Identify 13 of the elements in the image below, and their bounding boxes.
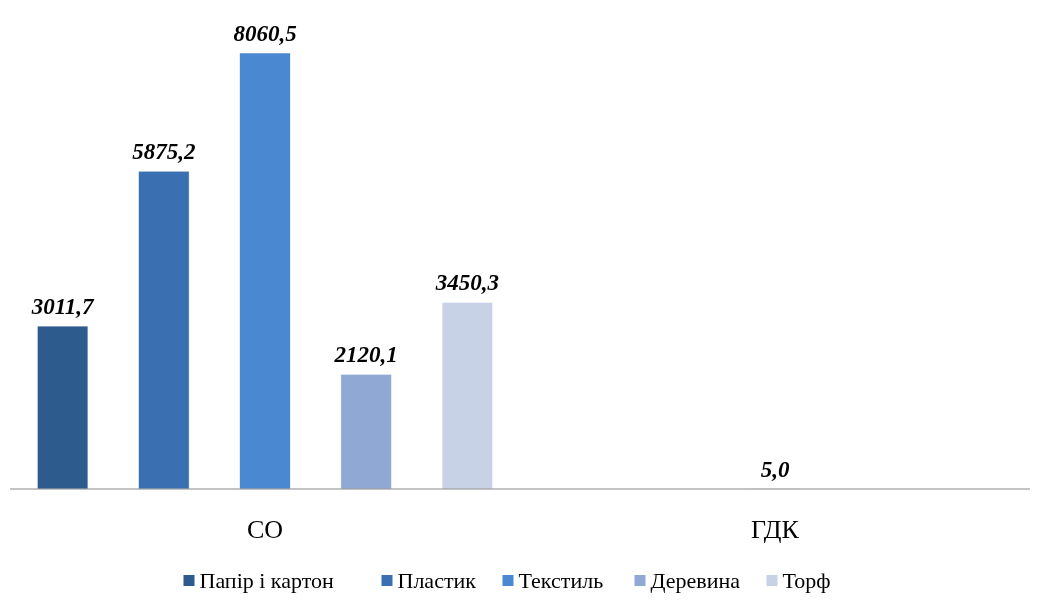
legend-label: Торф bbox=[782, 568, 831, 593]
data-label: 3450,3 bbox=[434, 270, 500, 296]
data-label: 5875,2 bbox=[132, 139, 196, 165]
data-label: 2120,1 bbox=[333, 342, 398, 368]
data-label: 8060,5 bbox=[233, 21, 297, 46]
x-tick-label: СО bbox=[246, 515, 284, 544]
legend-label: Папір і картон bbox=[199, 568, 335, 593]
data-label: 5,0 bbox=[760, 456, 790, 482]
legend-label: Текстиль bbox=[518, 568, 604, 593]
legend-label: Пластик bbox=[397, 568, 477, 593]
legend-label: Деревина bbox=[650, 568, 741, 593]
x-tick-label: ГДК bbox=[751, 515, 800, 544]
data-label: 3011,7 bbox=[30, 294, 96, 320]
